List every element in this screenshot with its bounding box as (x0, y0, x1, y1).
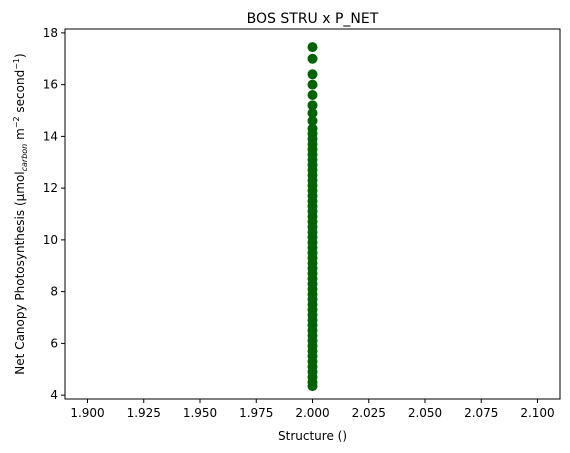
x-tick-label: 1.975 (239, 406, 273, 420)
data-point (307, 79, 318, 90)
y-axis-title-sup1: −2 (12, 116, 21, 128)
data-point (307, 53, 318, 64)
y-axis-title-sup2: −1 (12, 58, 21, 70)
x-tick-label: 2.050 (408, 406, 442, 420)
x-tick-label: 2.100 (520, 406, 554, 420)
chart-title: BOS STRU x P_NET (247, 11, 379, 27)
x-tick-label: 1.950 (183, 406, 217, 420)
x-tick-label: 1.925 (127, 406, 161, 420)
data-point (307, 42, 318, 53)
data-point (307, 123, 318, 134)
data-point (307, 69, 318, 80)
x-tick-label: 1.900 (70, 406, 104, 420)
y-tick-label: 6 (50, 336, 58, 350)
x-axis-ticks: 1.900 1.925 1.950 1.975 2.000 2.025 2.050 2.075… (70, 399, 555, 420)
data-point (307, 115, 318, 126)
data-points (307, 42, 318, 392)
x-tick-label: 2.025 (352, 406, 386, 420)
x-axis-title: Structure () (278, 429, 347, 443)
y-axis-title: Net Canopy Photosynthesis (µmolcarbon m−… (12, 53, 29, 374)
y-axis-title-mid1: m (13, 128, 27, 144)
x-tick-label: 2.075 (464, 406, 498, 420)
y-tick-label: 16 (43, 78, 58, 92)
y-tick-label: 18 (43, 26, 58, 40)
y-tick-label: 12 (43, 181, 58, 195)
y-tick-label: 4 (50, 388, 58, 402)
y-axis-title-prefix: Net Canopy Photosynthesis (µmol (13, 171, 27, 374)
plot-area-frame (64, 28, 561, 400)
data-point (307, 108, 318, 119)
data-point (307, 89, 318, 100)
y-axis-title-mid2: second (13, 70, 27, 117)
y-axis-title-subscript: carbon (20, 144, 29, 172)
data-point (307, 100, 318, 111)
y-axis-title-suffix: ) (13, 53, 27, 58)
y-tick-label: 8 (50, 285, 58, 299)
y-tick-label: 10 (43, 233, 58, 247)
x-tick-label: 2.000 (295, 406, 329, 420)
y-tick-label: 14 (43, 129, 58, 143)
y-axis-ticks: 4 6 8 10 12 14 16 18 (43, 26, 65, 402)
